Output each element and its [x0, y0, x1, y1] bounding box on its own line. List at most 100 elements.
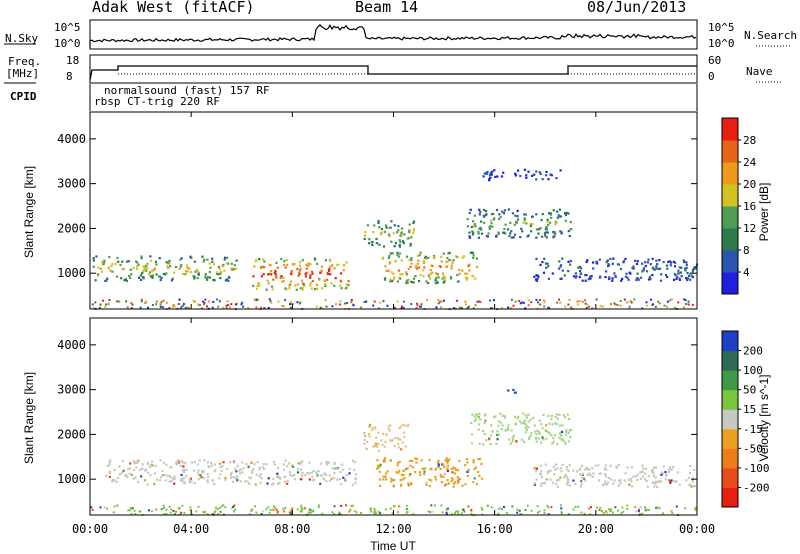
echo-cell	[582, 477, 586, 480]
echo-cell	[313, 478, 316, 481]
echo-cell	[471, 251, 474, 255]
echo-cell	[447, 482, 450, 485]
echo-cell	[260, 275, 263, 278]
echo-cell	[210, 464, 213, 467]
echo-cell	[466, 225, 469, 228]
echo-cell	[382, 459, 386, 462]
echo-cell	[288, 462, 291, 465]
echo-cell	[324, 473, 327, 476]
echo-region-5	[272, 507, 306, 515]
echo-cell	[523, 221, 527, 224]
echo-cell	[398, 469, 401, 472]
echo-cell	[163, 474, 166, 477]
echo-cell	[605, 270, 608, 273]
echo-cell	[215, 271, 218, 274]
echo-cell	[124, 474, 127, 477]
echo-cell	[259, 473, 262, 476]
echo-cell	[491, 225, 494, 228]
echo-cell	[115, 480, 118, 483]
echo-cell	[408, 229, 411, 232]
echo-cell	[401, 424, 404, 427]
scatter-cell	[645, 508, 648, 511]
echo-cell	[229, 473, 232, 476]
echo-cell	[290, 510, 293, 513]
echo-cell	[545, 226, 548, 229]
scatter-cell	[460, 306, 463, 309]
echo-cell	[450, 264, 453, 267]
echo-cell	[603, 467, 606, 470]
echo-cell	[672, 278, 676, 281]
echo-cell	[615, 465, 618, 468]
scatter-cell	[213, 511, 216, 514]
echo-cell	[484, 419, 487, 422]
scatter-cell	[530, 509, 533, 512]
echo-cell	[661, 472, 664, 475]
echo-cell	[592, 267, 595, 270]
echo-cell	[584, 279, 587, 282]
echo-cell	[377, 221, 380, 225]
scatter-cell	[262, 510, 265, 513]
echo-cell	[490, 173, 493, 176]
echo-cell	[151, 464, 154, 467]
scatter-cell	[184, 306, 187, 309]
echo-cell	[556, 442, 559, 446]
echo-cell	[319, 271, 322, 274]
echo-cell	[578, 265, 582, 269]
echo-cell	[144, 468, 147, 471]
scatter-cell	[410, 303, 413, 305]
echo-cell	[195, 268, 198, 271]
echo-cell	[247, 466, 250, 469]
echo-cell	[412, 221, 415, 225]
echo-cell	[634, 475, 637, 478]
echo-cell	[375, 242, 378, 245]
echo-cell	[377, 466, 380, 469]
echo-cell	[185, 468, 188, 471]
echo-cell	[103, 259, 106, 262]
echo-cell	[366, 440, 369, 443]
echo-cell	[430, 479, 433, 482]
scatter-cell	[270, 301, 273, 304]
echo-cell	[341, 463, 344, 466]
echo-cell	[566, 483, 569, 486]
echo-cell	[451, 478, 454, 481]
colorbar-tick-label: 24	[743, 156, 757, 169]
echo-cell	[446, 260, 449, 263]
echo-cell	[375, 467, 379, 470]
scatter-cell	[505, 512, 508, 515]
echo-cell	[540, 470, 543, 473]
date-title: 08/Jun/2013	[587, 0, 687, 16]
echo-cell	[407, 237, 410, 240]
echo-cell	[290, 270, 293, 273]
scatter-cell	[214, 509, 217, 512]
scatter-cell	[225, 307, 228, 310]
scatter-cell	[538, 299, 541, 301]
nsearch-tick-top: 10^5	[708, 21, 735, 34]
cpid-line-2: rbsp CT-trig 220 RF	[94, 95, 220, 108]
echo-cell	[137, 460, 140, 463]
echo-cell	[436, 461, 439, 464]
scatter-cell	[103, 506, 106, 509]
echo-cell	[632, 265, 635, 268]
echo-cell	[300, 474, 303, 477]
echo-cell	[555, 177, 558, 180]
echo-cell	[345, 261, 348, 264]
echo-cell	[643, 478, 646, 481]
echo-cell	[412, 229, 415, 232]
echo-cell	[617, 484, 621, 487]
scatter-cell	[501, 508, 503, 511]
echo-cell	[670, 261, 673, 264]
echo-cell	[400, 227, 404, 230]
echo-cell	[213, 482, 216, 486]
echo-cell	[555, 483, 558, 486]
echo-cell	[189, 255, 192, 258]
echo-cell	[569, 259, 572, 263]
echo-cell	[588, 275, 592, 278]
echo-cell	[232, 476, 235, 479]
scatter-cell	[607, 508, 610, 511]
echo-cell	[689, 464, 692, 468]
echo-cell	[282, 280, 285, 283]
echo-cell	[387, 233, 390, 236]
echo-cell	[330, 264, 334, 268]
echo-cell	[678, 483, 681, 486]
echo-cell	[689, 272, 692, 275]
